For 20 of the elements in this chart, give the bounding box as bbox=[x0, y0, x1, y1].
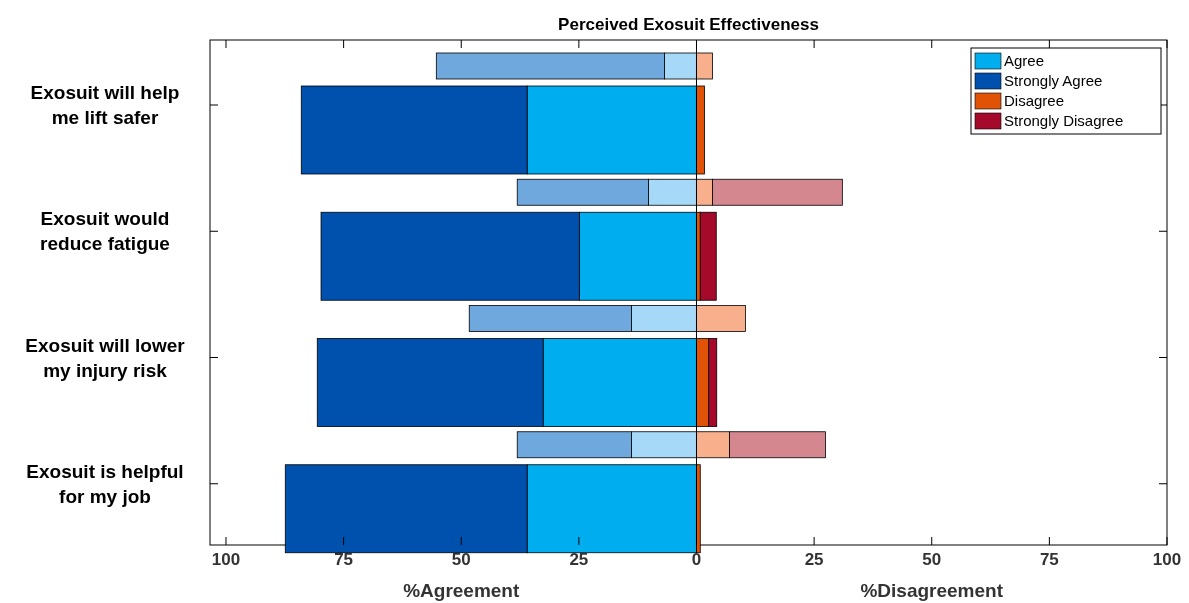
x-tick-label: 0 bbox=[691, 550, 702, 569]
legend-label: Agree bbox=[1004, 52, 1045, 69]
x-tick-label: 100 bbox=[211, 550, 241, 569]
text: %Disagreement bbox=[860, 580, 1004, 601]
x-tick-label: 75 bbox=[334, 550, 354, 569]
x-tick-label: 50 bbox=[922, 550, 942, 569]
x-tick-label: 75 bbox=[1039, 550, 1059, 569]
x-tick-label: 25 bbox=[569, 550, 589, 569]
x-tick-label: 100 bbox=[1152, 550, 1182, 569]
legend-label: Disagree bbox=[1004, 92, 1065, 109]
x-tick-label: 25 bbox=[804, 550, 824, 569]
y-tick-label: Exosuit will help me lift safer bbox=[30, 82, 180, 128]
chart-title: Perceived Exosuit Effectiveness bbox=[558, 15, 819, 34]
y-tick-label: Exosuit would reduce fatigue bbox=[40, 208, 170, 255]
y-tick-label: Exosuit is helpful for my job bbox=[26, 460, 184, 507]
y-tick-label: Exosuit will lower my injury risk bbox=[25, 334, 186, 381]
legend-label: Strongly Disagree bbox=[1004, 112, 1124, 129]
x-tick-label: 50 bbox=[451, 550, 471, 569]
x-axis-title: %Agreement bbox=[403, 580, 520, 601]
legend-label: Strongly Agree bbox=[1004, 72, 1103, 89]
